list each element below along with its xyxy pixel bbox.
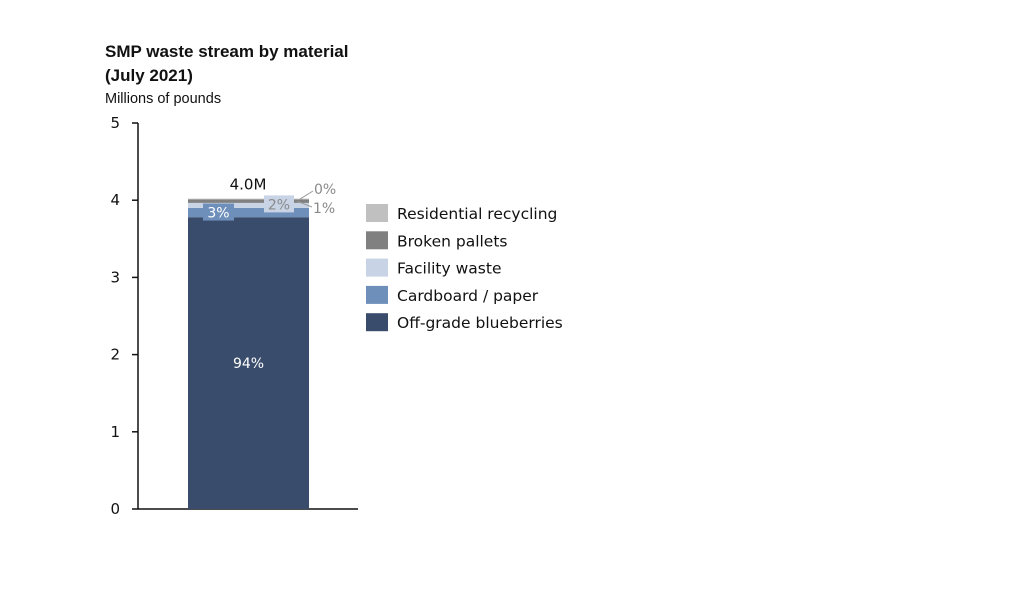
bar-segment [188, 217, 309, 509]
y-tick-label: 5 [110, 114, 120, 132]
y-tick-label: 1 [110, 423, 120, 441]
data-label-box [203, 203, 234, 221]
data-label: 3% [207, 206, 229, 222]
data-label-box [264, 195, 294, 213]
chart-title: SMP waste stream by material (July 2021) [105, 40, 348, 88]
bar-segment [188, 199, 309, 203]
data-label: 94% [233, 356, 264, 372]
legend-swatch [366, 313, 388, 332]
legend-swatch [366, 231, 388, 250]
total-label: 4.0M [230, 176, 267, 194]
chart-title-date: (July 2021) [105, 66, 193, 85]
legend-label: Facility waste [397, 260, 501, 278]
legend-label: Residential recycling [397, 205, 557, 223]
legend-label: Off-grade blueberries [397, 314, 563, 332]
data-label: 1% [313, 201, 335, 217]
y-tick-label: 2 [110, 346, 120, 364]
bar-segment [188, 198, 309, 200]
legend-swatch [366, 285, 388, 304]
chart-title-main: SMP waste stream by material [105, 42, 349, 61]
bar-segment [188, 207, 309, 218]
y-tick-label: 3 [110, 268, 120, 286]
data-label: 0% [314, 182, 336, 198]
legend-label: Broken pallets [397, 232, 508, 250]
y-tick-label: 0 [110, 500, 120, 518]
leader-line [299, 190, 314, 200]
legend-swatch [366, 258, 388, 277]
legend-label: Cardboard / paper [397, 287, 539, 305]
legend-swatch [366, 204, 388, 222]
leader-line [296, 200, 313, 208]
y-axis-label: Millions of pounds [105, 91, 222, 107]
bar-segment [188, 202, 309, 208]
data-label: 2% [268, 197, 290, 213]
y-tick-label: 4 [110, 191, 120, 209]
